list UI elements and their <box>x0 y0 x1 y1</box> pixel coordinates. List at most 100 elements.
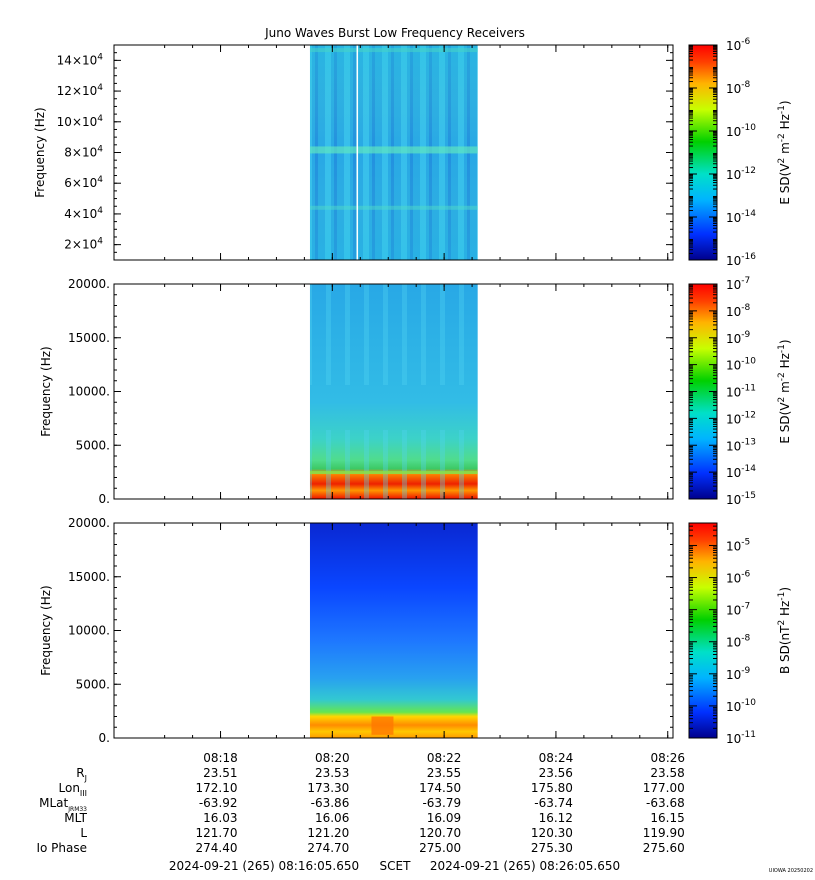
y-tick-label: 2×104 <box>64 237 103 252</box>
y-tick-label: 10000. <box>68 385 110 399</box>
y-tick-label: 0. <box>99 492 110 506</box>
ephemeris-value: -63.92 <box>199 796 238 810</box>
colorbar-label: E SD(V2 m-2 Hz-1) <box>777 339 792 443</box>
ephemeris-value: 23.56 <box>539 766 573 780</box>
y-tick-label: 5000. <box>76 677 110 691</box>
y-tick-label: 14×104 <box>57 52 104 67</box>
ephemeris-value: 172.10 <box>196 781 238 795</box>
emission-band-44k <box>309 205 478 210</box>
y-tick-label: 12×104 <box>57 83 104 98</box>
ephemeris-value: 23.58 <box>650 766 684 780</box>
colorbar-frame <box>688 44 718 261</box>
panel-bottom: 0. 5000. 10000. 15000. 20000. Frequency (Hz) 1… <box>39 516 792 746</box>
ephemeris-value: 16.03 <box>203 811 237 825</box>
colorbar-tick-label: 10-7 <box>726 602 750 618</box>
colorbar-top <box>689 45 717 260</box>
x-tick-label: 08:18 <box>203 751 238 765</box>
ephemeris-value: 16.09 <box>427 811 461 825</box>
ephemeris-value: 175.80 <box>531 781 573 795</box>
colorbar-tick-label: 10-14 <box>726 209 756 225</box>
ephemeris-value: 275.60 <box>643 841 685 855</box>
y-tick-label: 0. <box>99 731 110 745</box>
y-tick-label: 20000. <box>68 516 110 530</box>
y-tick-label: 15000. <box>68 331 110 345</box>
colorbar-tick-label: 10-15 <box>726 491 756 507</box>
colorbar-tick-label: 10-13 <box>726 437 756 453</box>
ephemeris-value: 177.00 <box>643 781 685 795</box>
colorbar-tick-label: 10-8 <box>726 634 751 650</box>
ephemeris-label: MLT <box>64 811 87 825</box>
ephemeris-value: 274.70 <box>307 841 349 855</box>
colorbar-tick-label: 10-7 <box>726 276 750 292</box>
ephemeris-value: 275.30 <box>531 841 573 855</box>
ephemeris-label: LonIII <box>59 781 88 798</box>
colorbar-tick-label: 10-10 <box>726 698 756 714</box>
spectrogram-data-bottom <box>309 523 478 738</box>
footer-scet-label: SCET <box>380 859 412 873</box>
y-axis-label: Frequency (Hz) <box>33 107 47 198</box>
y-tick-label: 10×104 <box>57 114 104 129</box>
ephemeris-label: MLatJRM33 <box>39 796 87 813</box>
colorbar-tick-label: 10-8 <box>726 303 751 319</box>
y-tick-label: 15000. <box>68 570 110 584</box>
ephemeris-label: RJ <box>76 766 87 783</box>
panel-middle: 0. 5000. 10000. 15000. 20000. Frequency (Hz) 1… <box>39 276 792 507</box>
colorbar-tick-label: 10-8 <box>726 80 751 96</box>
y-axis-label: Frequency (Hz) <box>39 585 53 676</box>
colorbar-tick-label: 10-6 <box>726 37 751 53</box>
colorbar-tick-label: 10-5 <box>726 537 750 553</box>
colorbar-tick-label: 10-9 <box>726 666 751 682</box>
y-tick-label: 5000. <box>76 438 110 452</box>
ephemeris-value: 173.30 <box>307 781 349 795</box>
ephemeris-value: 16.06 <box>315 811 349 825</box>
colorbar-tick-label: 10-10 <box>726 357 756 373</box>
ephemeris-value: 16.12 <box>539 811 573 825</box>
ephemeris-value: 121.20 <box>307 826 349 840</box>
x-tick-label: 08:22 <box>427 751 462 765</box>
colorbar-label: B SD(nT2 Hz-1) <box>777 587 792 674</box>
colorbar-frame <box>688 522 718 739</box>
ephemeris-value: 23.53 <box>315 766 349 780</box>
emission-band-80k <box>309 146 478 154</box>
colorbar-label: E SD(V2 m-2 Hz-1) <box>777 100 792 204</box>
emission-band-top <box>309 48 478 53</box>
colorbar-tick-label: 10-14 <box>726 464 756 480</box>
colorbar-tick-label: 10-11 <box>726 730 756 746</box>
ephemeris-value: 274.40 <box>196 841 238 855</box>
y-tick-label: 6×104 <box>64 175 103 190</box>
ephemeris-label: Io Phase <box>36 841 87 855</box>
ephemeris-value: -63.74 <box>534 796 573 810</box>
spectrogram-texture-middle <box>309 284 478 499</box>
y-tick-label: 20000. <box>68 277 110 291</box>
footer-credit: UIOWA 20250202 <box>769 868 813 874</box>
ephemeris-value: 174.50 <box>419 781 461 795</box>
colorbar-tick-label: 10-6 <box>726 570 751 586</box>
ephemeris-value: -63.86 <box>311 796 350 810</box>
colorbar-tick-label: 10-11 <box>726 384 756 400</box>
y-tick-label: 8×104 <box>64 145 103 160</box>
colorbar-bottom <box>689 523 717 738</box>
y-tick-label: 10000. <box>68 624 110 638</box>
ephemeris-value: 119.90 <box>643 826 685 840</box>
ephemeris-value: 16.15 <box>650 811 684 825</box>
colorbar-tick-label: 10-9 <box>726 330 751 346</box>
ephemeris-value: 120.70 <box>419 826 461 840</box>
ephemeris-value: -63.79 <box>422 796 461 810</box>
data-gap-line <box>356 45 359 260</box>
footer-end-time: 2024-09-21 (265) 08:26:05.650 <box>430 859 620 873</box>
colorbar-tick-label: 10-12 <box>726 166 756 182</box>
ephemeris-value: 121.70 <box>196 826 238 840</box>
emission-blob <box>371 716 394 735</box>
y-axis-label: Frequency (Hz) <box>39 346 53 437</box>
x-tick-label: 08:26 <box>650 751 685 765</box>
ephemeris-value: 275.00 <box>419 841 461 855</box>
y-tick-label: 4×104 <box>64 206 103 221</box>
colorbar-tick-label: 10-10 <box>726 123 756 139</box>
figure-title: Juno Waves Burst Low Frequency Receivers <box>264 26 525 40</box>
colorbar-tick-label: 10-12 <box>726 410 756 426</box>
ephemeris-value: 23.55 <box>427 766 461 780</box>
x-tick-label: 08:24 <box>539 751 574 765</box>
ephemeris-value: 120.30 <box>531 826 573 840</box>
ephemeris-value: 23.51 <box>203 766 237 780</box>
